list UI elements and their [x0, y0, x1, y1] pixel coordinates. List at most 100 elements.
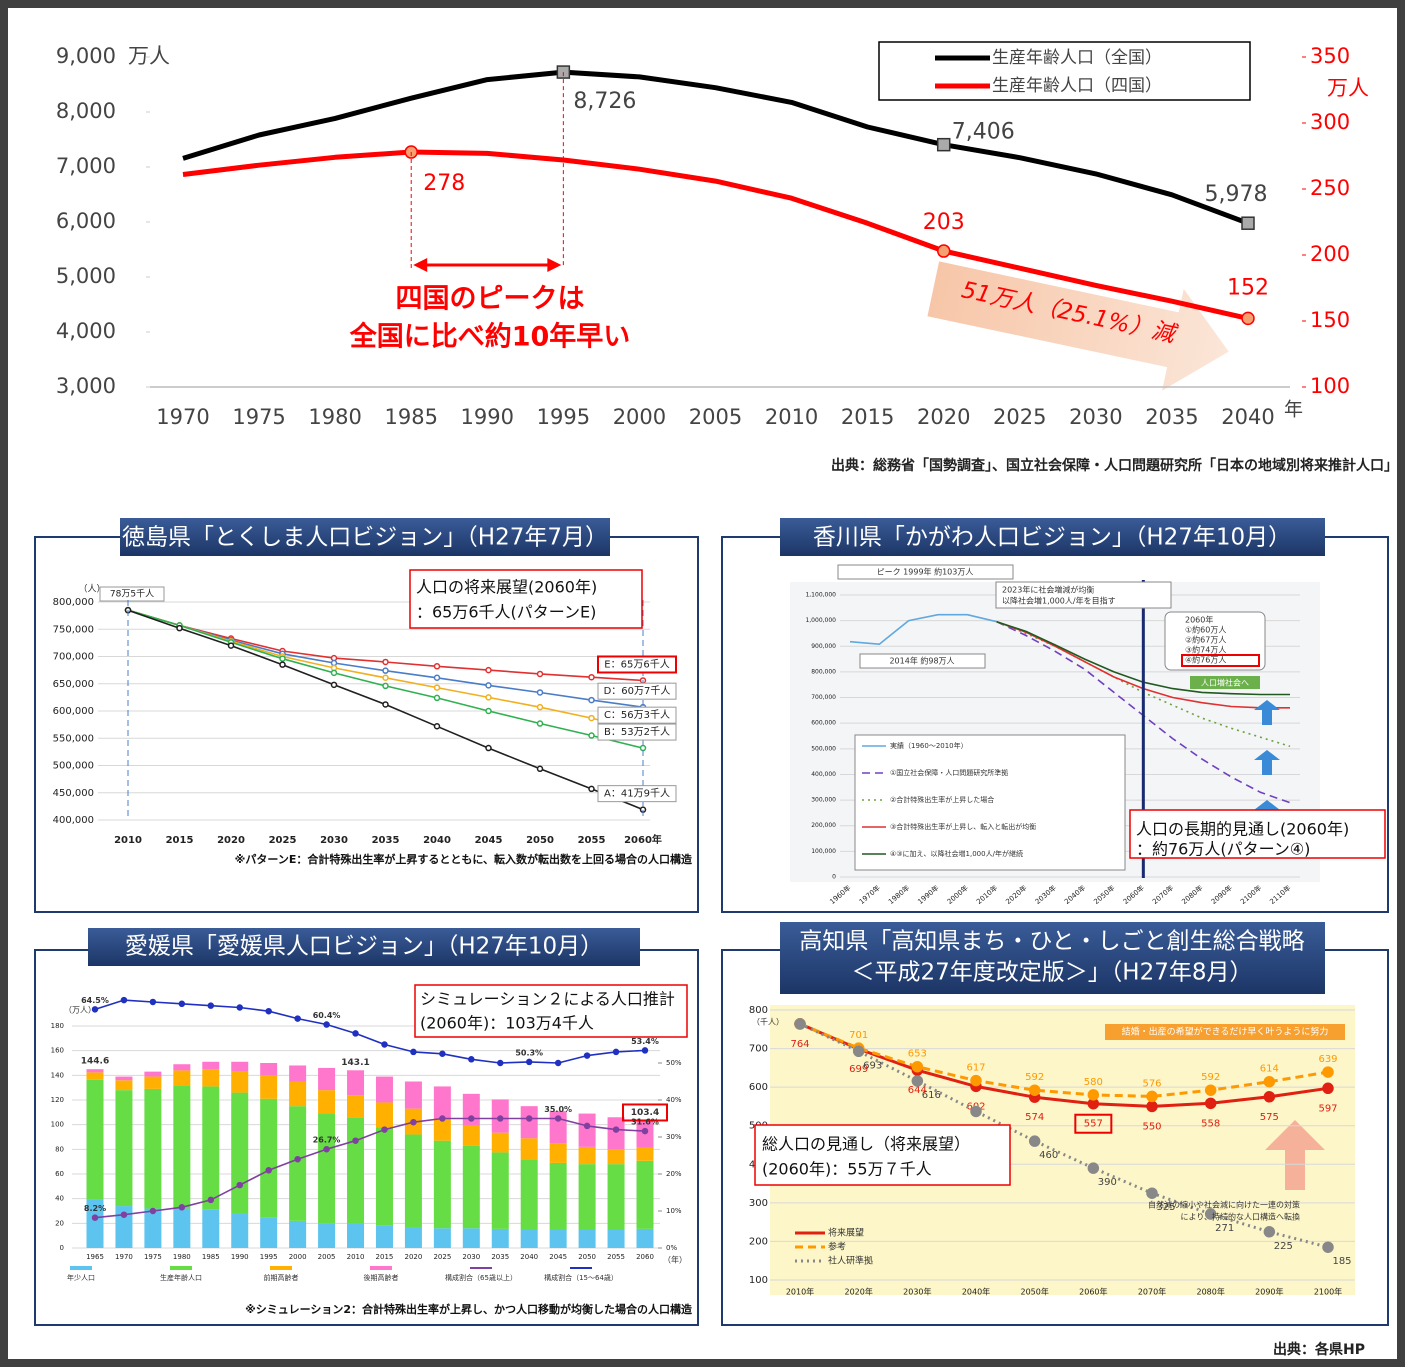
x-tick-label: 2040	[423, 835, 451, 846]
legend-label: 構成割合（65歳以上）	[445, 1273, 517, 1282]
series-line	[799, 1022, 1329, 1249]
note: 人口の将来展望(2060年)	[416, 578, 597, 597]
bar-segment	[578, 1164, 596, 1230]
data-label: 152	[1227, 275, 1269, 300]
panel-title: ＜平成27年度改定版＞」（H27年8月）	[852, 960, 1253, 986]
y-tick-label: 9,000	[56, 44, 116, 68]
note-box	[837, 564, 1014, 580]
footnote: ※シミュレーション2：合計特殊出生率が上昇し、かつ人口移動が均衡した場合の人口構…	[245, 1302, 693, 1316]
x-tick-label: 2050年	[1020, 1287, 1048, 1297]
y-tick-label: 500,000	[53, 761, 94, 772]
point-marker	[382, 701, 389, 708]
data-label: 644	[908, 1085, 927, 1096]
series-line	[799, 1022, 1329, 1108]
y-tick-label: 550,000	[53, 733, 94, 744]
point-marker	[410, 1048, 417, 1056]
y2-tick-label: 300	[1310, 110, 1350, 134]
y-tick-label: 40	[55, 1195, 64, 1203]
note: (2060年)：55万７千人	[762, 1160, 932, 1179]
bar-segment	[549, 1162, 567, 1230]
point-marker	[1028, 1135, 1041, 1147]
note-box	[409, 569, 643, 629]
x-tick-label: 2030	[462, 1253, 480, 1261]
point-marker	[468, 1115, 475, 1122]
x-tick-label: 2020年	[844, 1287, 872, 1297]
legend-label: ②合計特殊出生率が上昇した場合	[890, 795, 994, 804]
point-marker	[485, 707, 492, 715]
data-label: 699	[849, 1064, 868, 1075]
note: 以降社会増1,000人/年を目指す	[1002, 596, 1116, 606]
note: ③約74万人	[1185, 645, 1226, 655]
point-marker	[588, 696, 595, 704]
point-marker	[382, 674, 389, 682]
point-marker	[294, 1015, 301, 1022]
x-tick-label: 2050	[578, 1253, 596, 1261]
bar-segment	[318, 1113, 336, 1224]
note: により、持続的な人口構造へ転換	[1180, 1212, 1300, 1222]
point-marker	[525, 1115, 533, 1122]
bar-segment	[578, 1146, 596, 1165]
point-marker	[91, 1214, 99, 1221]
note: ：約76万人(パターン④)	[1136, 840, 1310, 859]
note-bg	[1190, 676, 1260, 689]
bar-segment	[202, 1061, 220, 1070]
legend-swatch	[170, 1266, 192, 1270]
y2-tick-label: 350	[1310, 44, 1350, 68]
y-tick-label: 0	[60, 1244, 64, 1252]
panel-banner	[120, 518, 610, 556]
total-label: 144.6	[81, 1057, 109, 1067]
bar-segment	[578, 1113, 596, 1147]
bar-segment	[318, 1223, 336, 1248]
point-marker	[1087, 1162, 1100, 1174]
total-label: 103.4	[631, 1108, 659, 1118]
bar-segment	[144, 1076, 162, 1089]
x-tick-label: 2045	[549, 1253, 567, 1261]
data-label: 278	[423, 171, 465, 196]
x-tick-label: 2030年	[903, 1287, 931, 1297]
data-label: 203	[923, 210, 965, 235]
y-unit: 万人	[128, 44, 170, 68]
end-label-box	[597, 723, 677, 741]
note: 2023年に社会増減が均衡	[1002, 585, 1094, 595]
y-tick-label: 3,000	[56, 374, 116, 398]
point-marker	[236, 1004, 243, 1011]
up-arrow	[1254, 700, 1280, 725]
bar-segment	[607, 1164, 625, 1230]
note: (2060年)：103万4千人	[420, 1014, 594, 1033]
x-tick-label: 2015	[376, 1253, 394, 1261]
y-tick-label: 600	[749, 1082, 768, 1093]
x-tick-label: 1985	[202, 1253, 220, 1261]
up-arrow	[1254, 750, 1280, 775]
bar-segment	[491, 1228, 509, 1248]
x-tick-label: 2060	[636, 1253, 654, 1261]
y-tick-label: 800,000	[811, 668, 836, 675]
bar-segment	[578, 1229, 596, 1248]
series-line	[94, 999, 646, 1064]
annotation: 四国のピークは	[396, 284, 585, 315]
point-marker	[433, 674, 441, 682]
y-unit: （人）	[78, 584, 105, 595]
note-box	[995, 581, 1172, 609]
point-marker	[330, 669, 338, 677]
y-unit: （千人）	[752, 1017, 784, 1027]
bar-segment	[115, 1090, 133, 1207]
point-marker	[381, 1041, 388, 1048]
point-marker	[207, 1196, 215, 1204]
legend-label: 生産年齢人口（四国）	[992, 76, 1162, 96]
bar-segment	[231, 1092, 249, 1214]
data-label: 35.0%	[544, 1105, 572, 1114]
data-label: 616	[922, 1090, 941, 1101]
legend-label: 実績（1960～2010年）	[890, 741, 968, 750]
y-tick-label: 0	[832, 874, 836, 881]
data-label: 617	[966, 1063, 985, 1074]
x-tick-label: 2040	[1221, 405, 1274, 429]
point-marker	[485, 666, 492, 674]
x-tick-label: 1970	[156, 405, 209, 429]
data-label: 460	[1039, 1150, 1058, 1161]
x-tick-label: 2005	[318, 1253, 336, 1261]
legend-box	[854, 734, 1126, 871]
y-tick-label: 4,000	[56, 319, 116, 343]
point-marker	[265, 1007, 272, 1015]
point-marker	[149, 1207, 157, 1215]
bar-segment	[289, 1220, 307, 1248]
